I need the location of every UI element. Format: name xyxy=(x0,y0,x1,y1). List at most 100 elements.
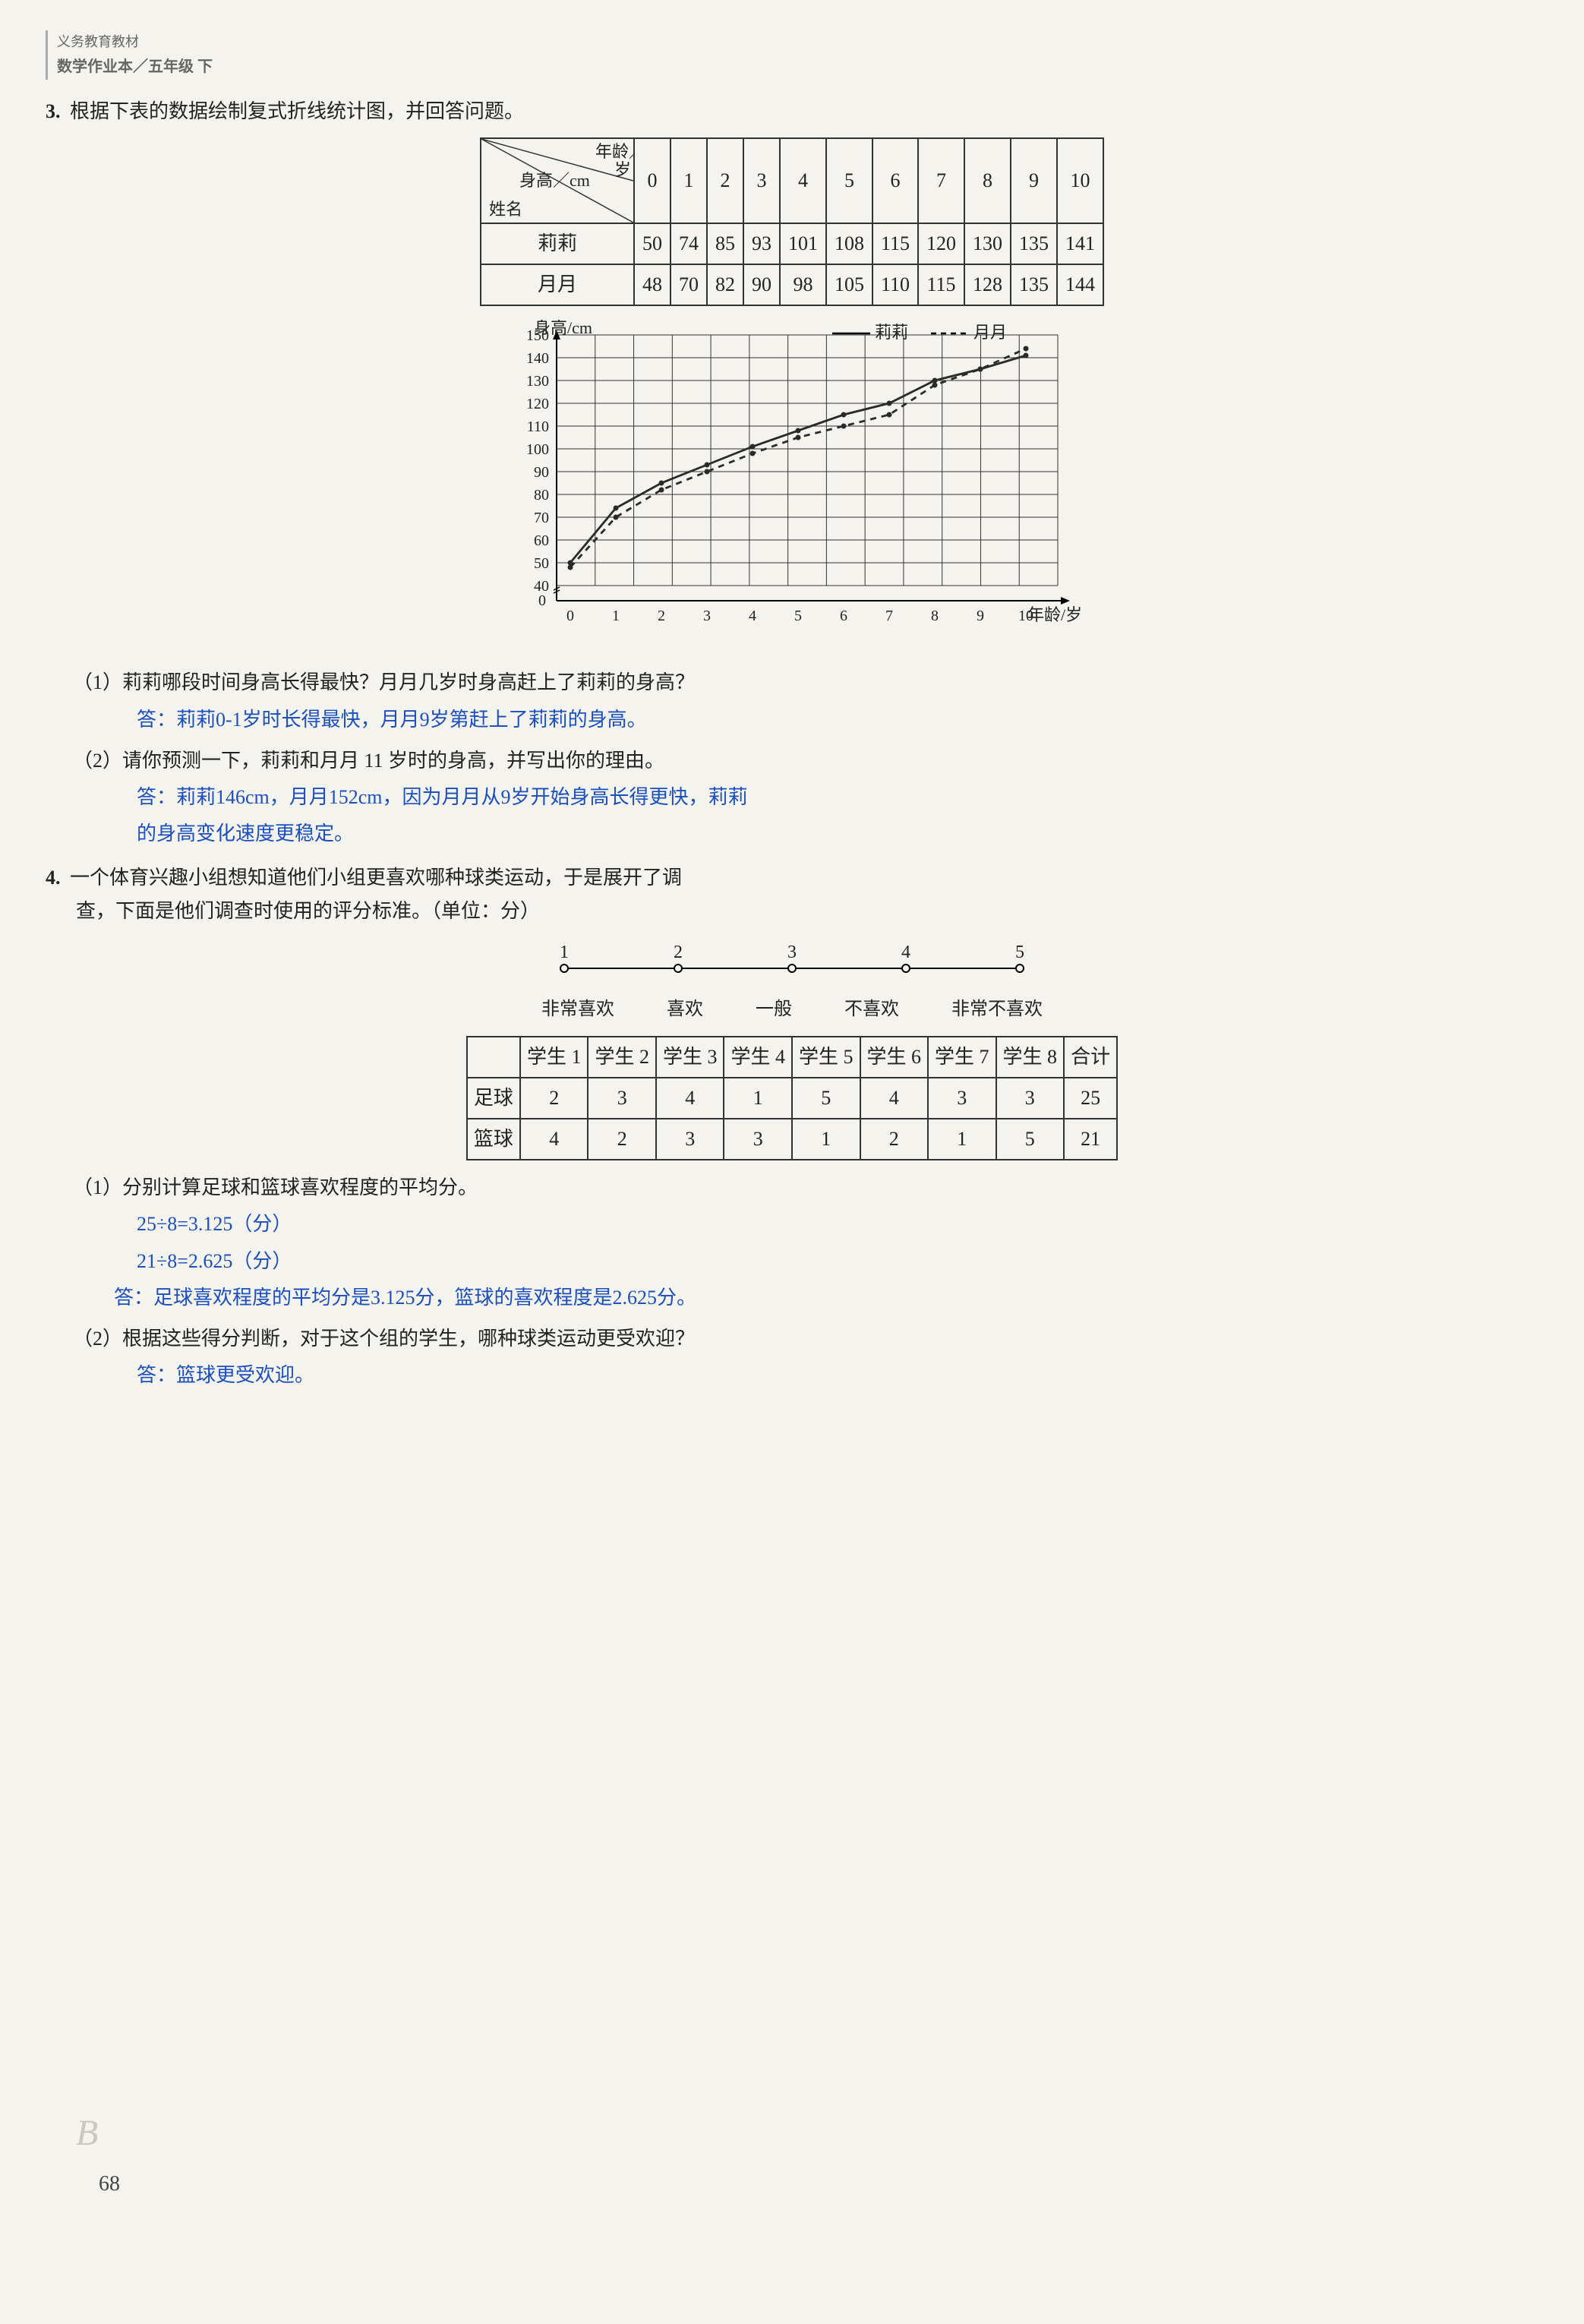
q3-sub2-q: （2）请你预测一下，莉莉和月月 11 岁时的身高，并写出你的理由。 xyxy=(73,744,1538,778)
svg-text:100: 100 xyxy=(526,441,549,458)
survey-cell: 3 xyxy=(996,1078,1065,1119)
q3-prompt: 根据下表的数据绘制复式折线统计图，并回答问题。 xyxy=(70,100,524,122)
data-cell: 108 xyxy=(826,223,872,264)
svg-text:120: 120 xyxy=(526,396,549,412)
svg-text:姓名: 姓名 xyxy=(489,200,522,219)
svg-text:1: 1 xyxy=(560,943,569,962)
data-cell: 128 xyxy=(964,264,1011,305)
survey-header: 学生 7 xyxy=(928,1037,996,1078)
q3-sub1-a: 答：莉莉0-1岁时长得最快，月月9岁第赶上了莉莉的身高。 xyxy=(137,703,1538,737)
data-cell: 115 xyxy=(918,264,964,305)
survey-cell: 1 xyxy=(928,1119,996,1160)
age-header: 10 xyxy=(1057,138,1103,223)
svg-text:90: 90 xyxy=(534,464,549,481)
survey-header: 学生 8 xyxy=(996,1037,1065,1078)
age-header: 5 xyxy=(826,138,872,223)
svg-text:岁: 岁 xyxy=(614,160,631,179)
svg-text:70: 70 xyxy=(534,510,549,526)
svg-text:4: 4 xyxy=(901,943,910,962)
age-header: 0 xyxy=(634,138,671,223)
header-line2: 数学作业本／五年级 下 xyxy=(57,54,1538,80)
scale-label: 不喜欢 xyxy=(844,994,899,1025)
q4-prompt1: 一个体育兴趣小组想知道他们小组更喜欢哪种球类运动，于是展开了调 xyxy=(70,867,682,889)
q4-prompt2: 查，下面是他们调查时使用的评分标准。（单位：分） xyxy=(76,895,1538,928)
data-cell: 120 xyxy=(918,223,964,264)
data-cell: 48 xyxy=(634,264,671,305)
data-cell: 110 xyxy=(872,264,918,305)
svg-text:80: 80 xyxy=(534,487,549,504)
data-cell: 135 xyxy=(1011,223,1057,264)
scale-label: 一般 xyxy=(756,994,792,1025)
svg-text:130: 130 xyxy=(526,373,549,390)
survey-rowname: 足球 xyxy=(467,1078,520,1119)
survey-cell: 1 xyxy=(792,1119,860,1160)
data-cell: 144 xyxy=(1057,264,1103,305)
survey-header: 学生 2 xyxy=(588,1037,656,1078)
svg-text:110: 110 xyxy=(527,418,549,435)
survey-cell: 1 xyxy=(724,1078,792,1119)
question-3: 3. 根据下表的数据绘制复式折线统计图，并回答问题。 年龄／ 岁 身高／cm 姓… xyxy=(46,95,1538,851)
data-cell: 98 xyxy=(780,264,826,305)
survey-cell: 4 xyxy=(860,1078,929,1119)
data-cell: 105 xyxy=(826,264,872,305)
survey-cell: 25 xyxy=(1064,1078,1117,1119)
survey-cell: 3 xyxy=(588,1078,656,1119)
svg-text:4: 4 xyxy=(749,608,756,624)
svg-text:身高/cm: 身高/cm xyxy=(534,320,592,337)
survey-cell: 4 xyxy=(520,1119,588,1160)
data-cell: 90 xyxy=(743,264,780,305)
svg-text:5: 5 xyxy=(1015,943,1024,962)
survey-cell: 3 xyxy=(656,1119,724,1160)
survey-cell: 5 xyxy=(792,1078,860,1119)
svg-text:莉莉: 莉莉 xyxy=(875,323,908,342)
table-corner-cell: 年龄／ 岁 身高／cm 姓名 xyxy=(481,138,634,223)
svg-text:60: 60 xyxy=(534,532,549,549)
survey-cell: 3 xyxy=(928,1078,996,1119)
q4-sub1-c1: 25÷8=3.125（分） xyxy=(137,1208,1538,1241)
svg-text:年龄／: 年龄／ xyxy=(595,142,633,161)
q4-scale: 12345 非常喜欢喜欢一般不喜欢非常不喜欢 xyxy=(46,938,1538,1025)
age-header: 3 xyxy=(743,138,780,223)
q3-number: 3. xyxy=(46,100,61,122)
survey-header: 学生 1 xyxy=(520,1037,588,1078)
survey-cell: 2 xyxy=(860,1119,929,1160)
q3-sub1-q: （1）莉莉哪段时间身高长得最快？月月几岁时身高赶上了莉莉的身高？ xyxy=(73,666,1538,699)
header-line1: 义务教育教材 xyxy=(57,30,1538,54)
data-cell: 93 xyxy=(743,223,780,264)
data-cell: 70 xyxy=(671,264,707,305)
svg-text:3: 3 xyxy=(703,608,711,624)
survey-cell: 21 xyxy=(1064,1119,1117,1160)
data-cell: 82 xyxy=(707,264,743,305)
survey-rowname: 篮球 xyxy=(467,1119,520,1160)
svg-text:3: 3 xyxy=(787,943,797,962)
svg-text:身高／cm: 身高／cm xyxy=(519,171,590,190)
page-header: 义务教育教材 数学作业本／五年级 下 xyxy=(46,30,1538,80)
q4-sub1-c2: 21÷8=2.625（分） xyxy=(137,1245,1538,1278)
svg-text:6: 6 xyxy=(840,608,847,624)
svg-text:7: 7 xyxy=(885,608,893,624)
svg-text:140: 140 xyxy=(526,350,549,367)
survey-header: 学生 4 xyxy=(724,1037,792,1078)
q3-sub2-a1: 答：莉莉146cm，月月152cm，因为月月从9岁开始身高长得更快，莉莉 xyxy=(137,781,1538,814)
survey-header: 合计 xyxy=(1064,1037,1117,1078)
survey-cell: 2 xyxy=(520,1078,588,1119)
survey-header: 学生 6 xyxy=(860,1037,929,1078)
q4-sub1-q: （1）分别计算足球和篮球喜欢程度的平均分。 xyxy=(73,1171,1538,1205)
age-header: 8 xyxy=(964,138,1011,223)
data-cell: 50 xyxy=(634,223,671,264)
age-header: 6 xyxy=(872,138,918,223)
data-cell: 135 xyxy=(1011,264,1057,305)
age-header: 7 xyxy=(918,138,964,223)
svg-text:1: 1 xyxy=(612,608,620,624)
data-cell: 115 xyxy=(872,223,918,264)
row-name: 月月 xyxy=(481,264,634,305)
data-cell: 141 xyxy=(1057,223,1103,264)
survey-cell: 3 xyxy=(724,1119,792,1160)
svg-text:2: 2 xyxy=(658,608,665,624)
row-name: 莉莉 xyxy=(481,223,634,264)
q3-table: 年龄／ 岁 身高／cm 姓名 012345678910莉莉50748593101… xyxy=(46,137,1538,306)
scale-label: 非常喜欢 xyxy=(541,994,614,1025)
scale-label: 非常不喜欢 xyxy=(951,994,1043,1025)
svg-text:2: 2 xyxy=(674,943,683,962)
data-cell: 130 xyxy=(964,223,1011,264)
